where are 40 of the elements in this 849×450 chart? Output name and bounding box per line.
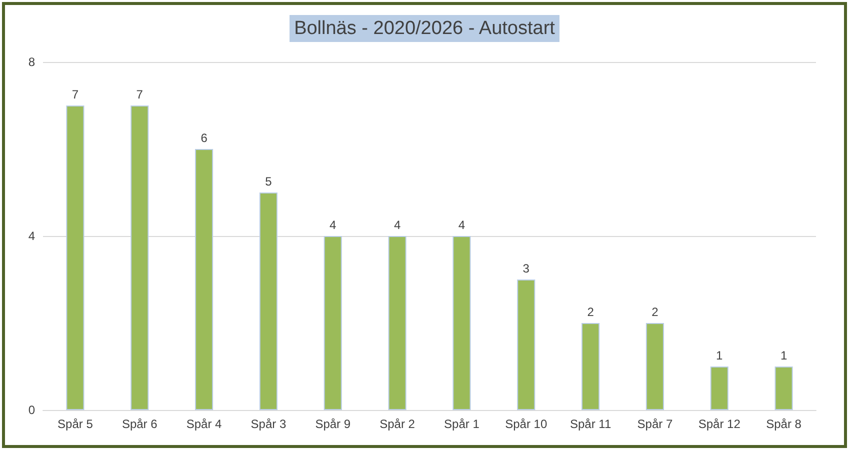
x-tick-label: Spår 2	[380, 417, 416, 431]
bar	[710, 366, 728, 410]
bar	[452, 236, 471, 410]
data-label: 7	[136, 88, 144, 102]
x-tick-label: Spår 5	[58, 417, 94, 431]
x-tick-label: Spår 9	[315, 417, 351, 431]
x-tick-label: Spår 3	[250, 417, 286, 431]
data-label: 3	[522, 262, 530, 276]
x-tick-label: Spår 6	[122, 417, 158, 431]
y-tick-label: 4	[28, 229, 36, 243]
bar	[195, 149, 214, 410]
bar	[517, 280, 536, 410]
x-tick-label: Spår 4	[186, 417, 222, 431]
data-label: 4	[394, 218, 401, 232]
x-tick-label: Spår 10	[505, 417, 548, 431]
bar	[324, 236, 342, 410]
x-tick-label: Spår 1	[444, 417, 480, 431]
chart-title: Bollnäs - 2020/2026 - Autostart	[294, 18, 556, 39]
x-tick-label: Spår 8	[766, 417, 802, 431]
bar	[774, 366, 793, 410]
x-tick-label: Spår 12	[698, 417, 741, 431]
x-tick-label: Spår 11	[570, 417, 612, 431]
bar	[388, 236, 406, 410]
bar	[130, 106, 149, 410]
data-label: 2	[587, 305, 594, 319]
data-label: 2	[652, 305, 659, 319]
x-tick-label: Spår 7	[637, 417, 673, 431]
bar	[259, 192, 278, 410]
data-label: 4	[458, 218, 466, 232]
bar	[646, 323, 664, 410]
bar	[582, 323, 600, 410]
data-label: 7	[72, 88, 79, 102]
data-label: 6	[200, 131, 208, 145]
data-label: 5	[265, 174, 272, 188]
y-tick-label: 0	[28, 403, 36, 417]
y-tick-label: 8	[28, 55, 36, 69]
data-label: 4	[330, 218, 337, 232]
bar	[66, 106, 84, 410]
data-label: 1	[716, 348, 724, 362]
data-label: 1	[780, 348, 788, 362]
